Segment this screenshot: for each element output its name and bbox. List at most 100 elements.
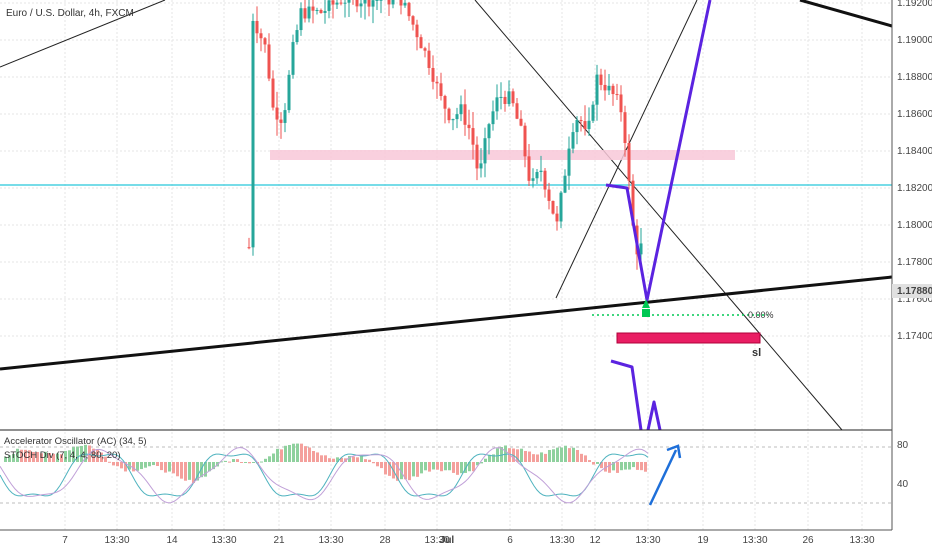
candle-body (339, 2, 343, 4)
ac-histogram-bar (500, 447, 503, 462)
ac-histogram-bar (416, 462, 419, 477)
ac-histogram-bar (356, 457, 359, 462)
candle-body (575, 119, 579, 133)
ac-histogram-bar (384, 462, 387, 475)
candle-body (379, 0, 383, 1)
candle-body (427, 50, 431, 68)
stop-loss-zone (616, 332, 761, 344)
candle-body (455, 114, 459, 120)
candle-body (255, 20, 259, 34)
candle-body (607, 85, 611, 91)
candle-body (599, 74, 603, 85)
ac-histogram-bar (372, 462, 375, 464)
ac-histogram-bar (224, 460, 227, 462)
ac-histogram-bar (452, 462, 455, 473)
osc-tick-label: 80 (897, 440, 909, 451)
price-axis-panel[interactable] (892, 0, 932, 550)
ac-histogram-bar (184, 462, 187, 481)
ac-histogram-bar (352, 456, 355, 462)
ac-histogram-bar (324, 455, 327, 462)
ac-histogram-bar (588, 460, 591, 462)
ac-histogram-bar (420, 462, 423, 474)
candle-body (431, 67, 435, 82)
ac-histogram-bar (304, 446, 307, 462)
candle-body (483, 138, 487, 164)
ac-histogram-bar (148, 462, 151, 467)
ac-histogram-bar (56, 453, 59, 462)
ac-histogram-bar (192, 462, 195, 484)
ac-histogram-bar (596, 462, 599, 464)
ac-histogram-bar (436, 462, 439, 470)
time-tick-label: Jul (440, 535, 455, 546)
candle-body (627, 142, 631, 181)
oscillator-arrow-head-icon (666, 444, 682, 459)
ac-histogram-bar (252, 462, 255, 463)
ac-histogram-bar (172, 462, 175, 474)
ac-indicator-label: Accelerator Oscillator (AC) (34, 5) (4, 436, 147, 447)
price-tick-label: 1.19000 (897, 35, 932, 46)
candle-body (535, 172, 539, 179)
ac-histogram-bar (476, 462, 479, 466)
time-tick-label: 7 (62, 535, 68, 546)
current-price-label: 1.17880 (897, 286, 932, 297)
ac-histogram-bar (540, 452, 543, 462)
candle-body (479, 163, 483, 169)
ac-histogram-bar (24, 449, 27, 462)
ac-histogram-bar (48, 453, 51, 462)
candle-body (507, 91, 511, 104)
price-axis[interactable]: 1.19200 1.19000 1.18800 1.18600 1.18400 1.182… (897, 0, 932, 490)
candle-body (263, 38, 267, 45)
ac-histogram-bar (80, 445, 83, 462)
price-tick-label: 1.18000 (897, 220, 932, 231)
candle-body (591, 104, 595, 121)
ac-histogram-bar (368, 459, 371, 462)
ac-histogram-bar (412, 462, 415, 477)
candle-body (539, 170, 543, 173)
ac-histogram-bar (632, 462, 635, 468)
trendline-ascending (555, 0, 698, 299)
ac-histogram-bar (316, 452, 319, 462)
ac-histogram-bar (260, 461, 263, 463)
ac-histogram-bar (428, 462, 431, 472)
ac-histogram-bar (524, 451, 527, 462)
time-tick-label: 12 (589, 535, 601, 546)
annotation-layer: 0.00% sl (0, 0, 893, 431)
time-axis-panel[interactable] (0, 530, 932, 550)
candle-body (271, 78, 275, 108)
candle-body (315, 9, 319, 11)
ac-histogram-bar (144, 462, 147, 468)
candle-body (619, 94, 623, 113)
ac-histogram-bar (336, 457, 339, 462)
ac-histogram-bar (536, 454, 539, 462)
fib-label: 0.00% (748, 310, 774, 320)
ac-histogram-bar (528, 451, 531, 462)
time-tick-label: 21 (273, 535, 285, 546)
candle-body (611, 85, 615, 95)
candle-body (287, 74, 291, 111)
candle-body (387, 0, 391, 5)
projected-path (605, 0, 712, 302)
ac-histogram-bar (104, 456, 107, 462)
ac-histogram-bar (152, 462, 155, 466)
ac-histogram-bar (276, 448, 279, 462)
ac-histogram-bar (180, 462, 183, 479)
upper-trendline (799, 0, 893, 28)
time-tick-label: 13:30 (211, 535, 236, 546)
ac-histogram-bar (232, 459, 235, 462)
candle-body (419, 37, 423, 49)
ac-histogram-bar (332, 458, 335, 462)
time-tick-label: 13:30 (635, 535, 660, 546)
oscillator-arrow (648, 449, 678, 506)
entry-marker-box (642, 309, 650, 317)
ac-histogram-bar (592, 462, 595, 465)
candle-body (615, 94, 619, 96)
ac-histogram-bar (376, 462, 379, 467)
ac-histogram-bar (268, 456, 271, 462)
ac-histogram-bar (380, 462, 383, 469)
projected-path-lower (610, 359, 643, 431)
ac-histogram-bar (400, 462, 403, 480)
time-tick-label: 13:30 (318, 535, 343, 546)
